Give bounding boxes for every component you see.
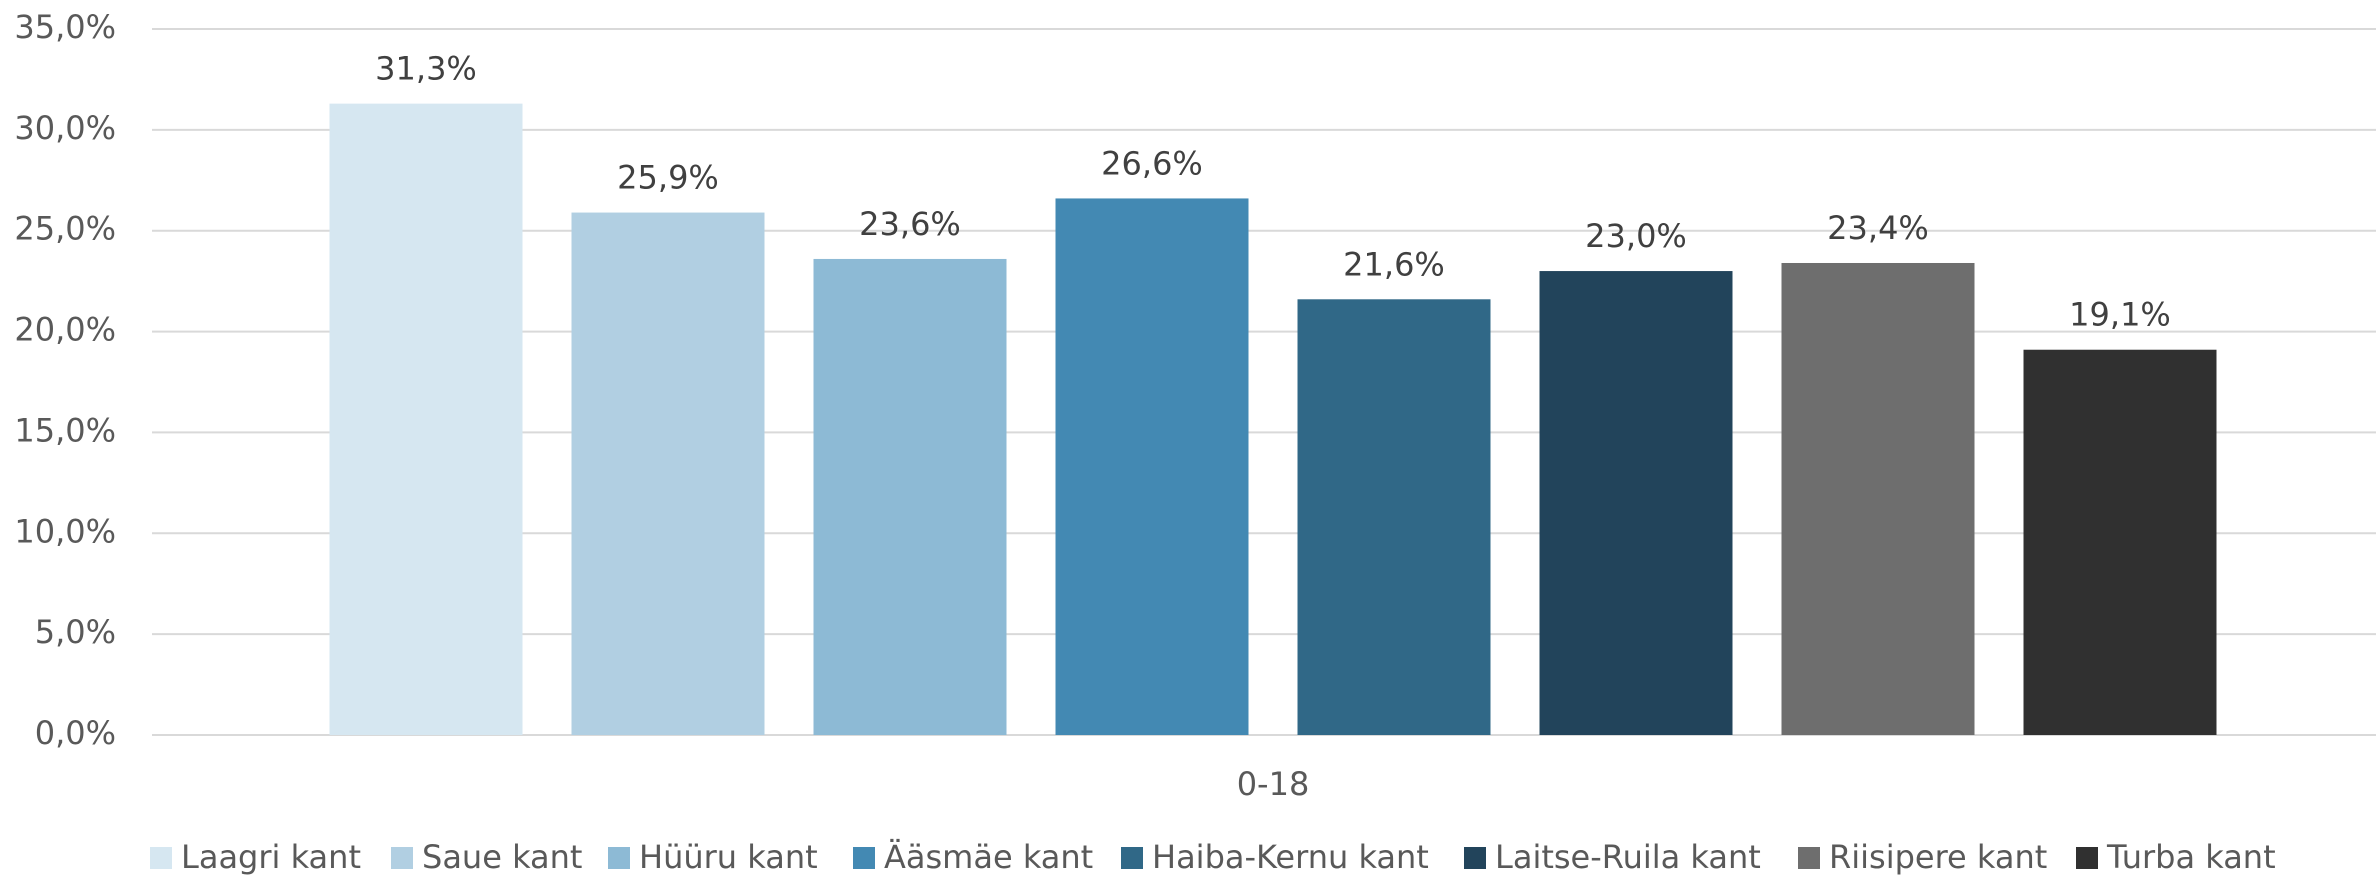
data-label: 31,3% [375, 50, 477, 88]
bar [1297, 299, 1491, 735]
bar [2023, 349, 2217, 735]
legend-label: Riisipere kant [1829, 838, 2047, 876]
y-tick-label: 0,0% [35, 714, 116, 752]
bar [1055, 198, 1249, 735]
bar [1539, 271, 1733, 735]
bar [813, 258, 1007, 735]
y-tick-label: 30,0% [14, 109, 116, 147]
y-tick-label: 25,0% [14, 210, 116, 248]
bar [1781, 262, 1975, 735]
y-tick-label: 20,0% [14, 311, 116, 349]
legend-label: Laagri kant [181, 838, 361, 876]
legend-label: Ääsmäe kant [884, 838, 1093, 876]
y-tick-label: 15,0% [14, 411, 116, 449]
y-tick-label: 5,0% [35, 613, 116, 651]
legend-label: Saue kant [422, 838, 582, 876]
data-label: 21,6% [1343, 245, 1445, 283]
data-label: 26,6% [1101, 144, 1203, 182]
data-label: 23,0% [1585, 217, 1687, 255]
legend-swatch [391, 847, 413, 869]
legend-swatch [150, 847, 172, 869]
data-label: 19,1% [2069, 296, 2171, 334]
legend-label: Laitse-Ruila kant [1495, 838, 1761, 876]
legend-label: Hüüru kant [639, 838, 818, 876]
legend-swatch [1464, 847, 1486, 869]
legend-swatch [608, 847, 630, 869]
bar [571, 212, 765, 735]
x-tick-label: 0-18 [1237, 765, 1310, 803]
y-tick-label: 10,0% [14, 512, 116, 550]
bar [329, 103, 523, 736]
legend-label: Turba kant [2106, 838, 2276, 876]
data-label: 23,4% [1827, 209, 1929, 247]
y-tick-label: 35,0% [14, 8, 116, 46]
legend-swatch [2076, 847, 2098, 869]
data-label: 23,6% [859, 205, 961, 243]
legend-label: Haiba-Kernu kant [1152, 838, 1429, 876]
data-label: 25,9% [617, 159, 719, 197]
legend-swatch [1121, 847, 1143, 869]
legend-swatch [853, 847, 875, 869]
legend-swatch [1798, 847, 1820, 869]
